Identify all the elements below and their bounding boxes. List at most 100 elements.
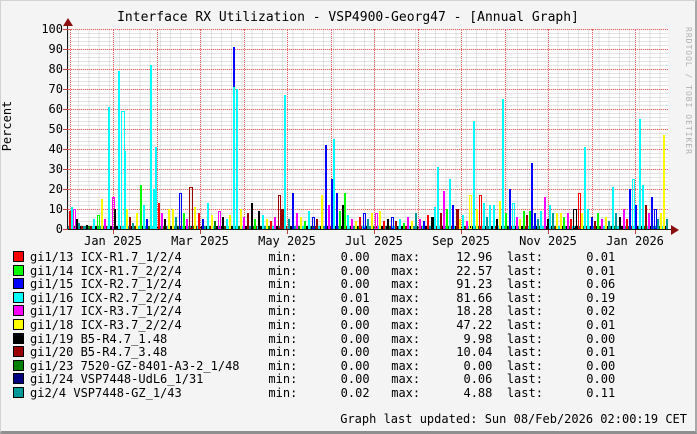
data-spike-magenta [623, 209, 625, 229]
x-axis-line [63, 229, 671, 230]
data-spike-cyan [308, 211, 310, 229]
data-spike-yellow [101, 199, 103, 229]
y-tick-30: 30 [48, 162, 63, 176]
data-spike-teal [132, 223, 134, 229]
data-spike-cyan [434, 207, 436, 229]
gridline-h-60 [68, 109, 668, 110]
data-spike-yellow [355, 221, 357, 229]
data-spike-yellow [229, 215, 231, 229]
data-spike-yellow [211, 215, 213, 229]
data-spike-cyan [642, 185, 644, 229]
legend: gi1/13 ICX-R1.7_1/2/4 min: 0.00 max: 12.… [13, 251, 693, 401]
data-spike-green [183, 213, 185, 229]
legend-color-swatch [13, 278, 24, 290]
legend-row-gi1-23: gi1/23 7520-GZ-8401-A3-2_1/48 min: 0.00 … [13, 359, 693, 374]
gridline-h-90 [68, 49, 668, 50]
data-spike-cyan [473, 121, 475, 229]
data-spike-blue [292, 193, 294, 229]
legend-color-swatch [13, 305, 24, 317]
data-spike-darkred [395, 221, 397, 229]
data-spike-cyan [93, 219, 95, 229]
x-tick-Jul-2025: Jul 2025 [345, 234, 403, 248]
data-spike-blue [202, 219, 204, 229]
data-spike-darkred [129, 217, 131, 229]
data-spike-red [359, 217, 361, 229]
legend-row-gi1-18: gi1/18 ICX-R3.7_2/2/4 min: 0.00 max: 47.… [13, 318, 693, 333]
data-spike-darkred [594, 221, 596, 229]
data-spike-yellow [371, 213, 373, 229]
gridline-h-100 [68, 29, 668, 30]
data-spike-cyan [584, 147, 586, 229]
data-spike-teal [175, 217, 177, 229]
legend-row-text: gi1/16 ICX-R2.7_2/2/4 min: 0.01 max: 81.… [30, 290, 616, 305]
data-spike-magenta [218, 211, 221, 229]
data-spike-black [251, 203, 253, 229]
data-spike-blue [391, 217, 394, 229]
x-tick-mark [461, 230, 462, 234]
x-tick-Sep-2025: Sep 2025 [432, 234, 490, 248]
data-spike-yellow [556, 213, 558, 229]
data-spike-yellow [660, 213, 662, 229]
data-spike-magenta [516, 217, 518, 229]
data-spike-yellow [581, 213, 583, 229]
data-spike-darkred [278, 195, 281, 229]
data-spike-green [403, 223, 405, 229]
legend-row-text: gi1/13 ICX-R1.7_1/2/4 min: 0.00 max: 12.… [30, 250, 616, 264]
y-tick-mark [63, 169, 68, 170]
x-tick-mark [287, 230, 288, 234]
data-spike-black [86, 225, 88, 229]
data-spike-teal [367, 219, 369, 229]
data-spike-cyan [150, 65, 152, 229]
last-updated-text: Graph last updated: Sun 08/Feb/2026 02:0… [340, 412, 687, 426]
data-spike-blue [423, 221, 425, 229]
data-spike-red [158, 203, 160, 229]
data-spike-blue [509, 189, 511, 229]
data-spike-blue [325, 145, 327, 229]
x-axis-arrow-icon [671, 225, 679, 235]
data-spike-green [344, 193, 346, 229]
data-spike-teal [288, 219, 290, 229]
data-spike-magenta [296, 213, 298, 229]
data-spike-teal [666, 219, 668, 229]
data-spike-red [383, 221, 385, 229]
data-spike-cyan [124, 151, 126, 229]
data-spike-blue [312, 217, 315, 229]
data-spike-green [597, 213, 599, 229]
data-spike-cyan [587, 209, 589, 229]
data-spike-yellow [172, 209, 174, 229]
legend-color-swatch [13, 359, 24, 371]
gridline-h-20 [68, 189, 668, 190]
y-tick-20: 20 [48, 182, 63, 196]
data-spike-cyan [108, 107, 110, 229]
y-tick-mark [63, 89, 68, 90]
y-axis-arrow-icon [63, 18, 73, 26]
gridline-h-10 [68, 209, 668, 210]
data-spike-magenta [73, 209, 76, 229]
legend-row-gi1-17: gi1/17 ICX-R3.7_1/2/4 min: 0.00 max: 18.… [13, 305, 693, 319]
data-spike-cyan [155, 147, 157, 229]
legend-row-text: gi1/20 B5-R4.7_3.48 min: 0.00 max: 10.04… [30, 345, 616, 360]
data-spike-red [270, 221, 272, 229]
data-spike-black [431, 217, 434, 229]
gridline-v [504, 29, 506, 229]
x-tick-Nov-2025: Nov 2025 [519, 234, 577, 248]
y-tick-mark [63, 229, 68, 230]
data-spike-cyan [632, 179, 635, 229]
legend-color-swatch [13, 291, 24, 303]
data-spike-red [479, 195, 482, 229]
data-spike-green [446, 209, 448, 229]
y-axis-label: Percent [0, 100, 14, 152]
data-spike-blue [629, 189, 631, 229]
data-spike-black [496, 219, 498, 229]
y-tick-100: 100 [41, 22, 63, 36]
rrdtool-watermark: RRDTOOL / TOBI OETIKER [684, 27, 693, 155]
gridline-v [200, 29, 201, 229]
data-spike-darkred [81, 226, 83, 229]
plot-area [68, 29, 668, 229]
x-tick-mark [548, 230, 549, 234]
data-spike-blue [179, 193, 182, 229]
x-tick-Mar-2025: Mar 2025 [171, 234, 229, 248]
y-tick-mark [63, 189, 68, 190]
data-spike-cyan [493, 205, 495, 229]
